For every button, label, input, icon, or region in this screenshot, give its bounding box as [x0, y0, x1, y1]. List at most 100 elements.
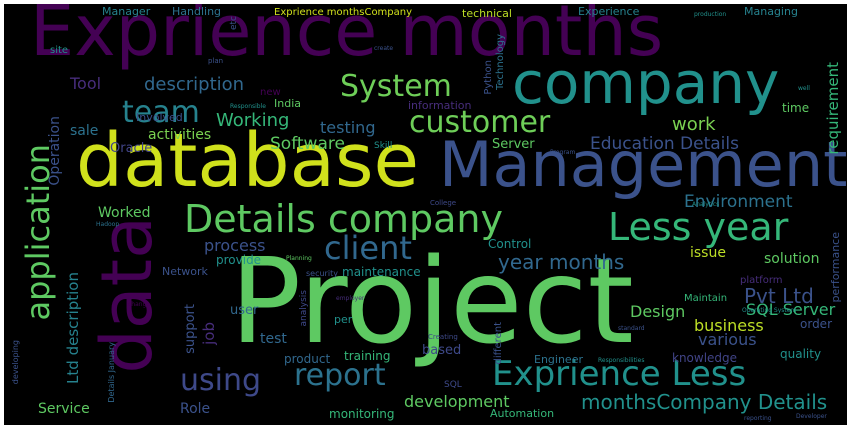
cloud-word: production: [694, 11, 727, 18]
cloud-word: based: [422, 343, 462, 358]
cloud-word: product: [284, 352, 331, 366]
cloud-word: per: [334, 313, 353, 326]
cloud-word: Analytics: [692, 201, 720, 208]
cloud-word: Responsible: [230, 103, 266, 110]
cloud-word: Engineer: [534, 353, 583, 366]
cloud-word: employer: [336, 295, 365, 302]
cloud-word: knowledge: [672, 351, 738, 365]
cloud-word: Program: [550, 149, 576, 156]
cloud-word: Python: [483, 60, 494, 95]
cloud-word: training: [344, 349, 391, 363]
cloud-word: College: [430, 199, 457, 207]
cloud-word: Worked: [98, 205, 151, 221]
cloud-word: Managing: [744, 5, 798, 18]
cloud-word: quality: [780, 347, 822, 361]
cloud-word: performance: [829, 232, 842, 303]
cloud-word: site: [50, 45, 69, 56]
cloud-word: Project: [230, 232, 634, 370]
cloud-word: Server: [492, 137, 535, 152]
cloud-word: Operation: [47, 116, 63, 186]
cloud-word: standard: [618, 325, 645, 332]
cloud-word: Experience: [578, 5, 640, 18]
cloud-word: reporting: [744, 415, 772, 422]
cloud-word: order: [800, 317, 832, 331]
cloud-word: sale: [70, 123, 99, 139]
cloud-word: Exprience months: [30, 4, 664, 72]
cloud-word: data: [86, 216, 168, 374]
cloud-word: analysis: [299, 290, 309, 327]
cloud-word: Education Details: [590, 134, 739, 154]
cloud-word: create: [374, 45, 394, 52]
cloud-word: development: [404, 392, 510, 411]
cloud-word: Design: [630, 302, 686, 321]
cloud-word: support: [183, 304, 198, 354]
cloud-word: Responsibilities: [598, 357, 645, 364]
cloud-word: Network: [162, 265, 208, 278]
cloud-word: Software: [270, 134, 345, 154]
cloud-word: plan: [208, 57, 224, 65]
cloud-word: team: [122, 95, 200, 130]
cloud-word: Role: [180, 401, 211, 417]
cloud-word: business: [694, 316, 764, 335]
cloud-word: etc: [229, 16, 239, 31]
cloud-word: Management: [439, 128, 847, 201]
cloud-word: requirement: [824, 62, 842, 155]
cloud-word: Tool: [70, 74, 102, 93]
cloud-word: testing: [320, 118, 376, 137]
word-cloud: Project database Exprience months Manage…: [4, 4, 847, 425]
cloud-word: Maintain: [684, 293, 728, 304]
cloud-word: Control: [488, 237, 532, 251]
cloud-word: SQL: [444, 380, 462, 390]
cloud-word: description: [144, 74, 245, 95]
cloud-word: Oracle: [110, 141, 153, 156]
cloud-word: customer: [409, 105, 551, 140]
cloud-word: Working: [216, 110, 290, 131]
cloud-word: developing: [11, 340, 20, 385]
cloud-word: maintenance: [342, 265, 421, 279]
cloud-word: user: [230, 303, 259, 318]
cloud-word: Details company: [184, 197, 503, 241]
cloud-word: Pvt Ltd: [744, 284, 814, 308]
cloud-word: change: [128, 301, 151, 308]
cloud-word: work: [672, 114, 716, 135]
cloud-word: Hadoop: [96, 221, 120, 228]
cloud-word: Exprience monthsCompany: [274, 7, 413, 18]
cloud-word: monthsCompany Details: [581, 390, 828, 414]
cloud-word: activities: [148, 127, 212, 143]
cloud-word: Ltd description: [64, 272, 82, 384]
cloud-word: various: [698, 330, 757, 349]
cloud-word: platform: [740, 275, 783, 286]
cloud-word: new: [260, 87, 281, 98]
cloud-word: process: [204, 236, 266, 255]
cloud-word: Automation: [490, 407, 555, 420]
cloud-word: information: [408, 99, 472, 112]
cloud-word: technical: [462, 7, 512, 20]
cloud-word: issue: [690, 245, 726, 261]
cloud-word: test: [260, 331, 287, 347]
cloud-word: Skill: [374, 141, 393, 151]
cloud-word: database: [76, 118, 420, 204]
cloud-word: provide: [216, 253, 262, 267]
cloud-word: well: [798, 85, 810, 92]
cloud-word: security: [306, 269, 338, 278]
cloud-word: Involved: [136, 111, 183, 124]
cloud-word: Handling: [172, 5, 222, 18]
cloud-word: SQL Server: [746, 300, 836, 319]
cloud-word: year months: [498, 250, 625, 274]
cloud-word: Details January: [107, 342, 116, 403]
cloud-word: different: [493, 322, 504, 365]
cloud-word: Exprience Less: [492, 354, 747, 394]
cloud-word: System: [340, 69, 452, 104]
cloud-word: Environment: [684, 192, 793, 212]
cloud-word: Operating System: [742, 307, 797, 314]
cloud-word: using: [180, 363, 262, 398]
cloud-word: Technology: [495, 34, 506, 91]
cloud-word: Developer: [796, 413, 827, 420]
cloud-word: India: [274, 97, 301, 110]
cloud-word: Creating: [428, 333, 458, 341]
cloud-word: monitoring: [329, 407, 395, 421]
cloud-word: client: [324, 229, 412, 267]
cloud-word: job: [200, 322, 218, 345]
cloud-word: time: [782, 101, 810, 115]
cloud-word: company: [512, 49, 780, 117]
